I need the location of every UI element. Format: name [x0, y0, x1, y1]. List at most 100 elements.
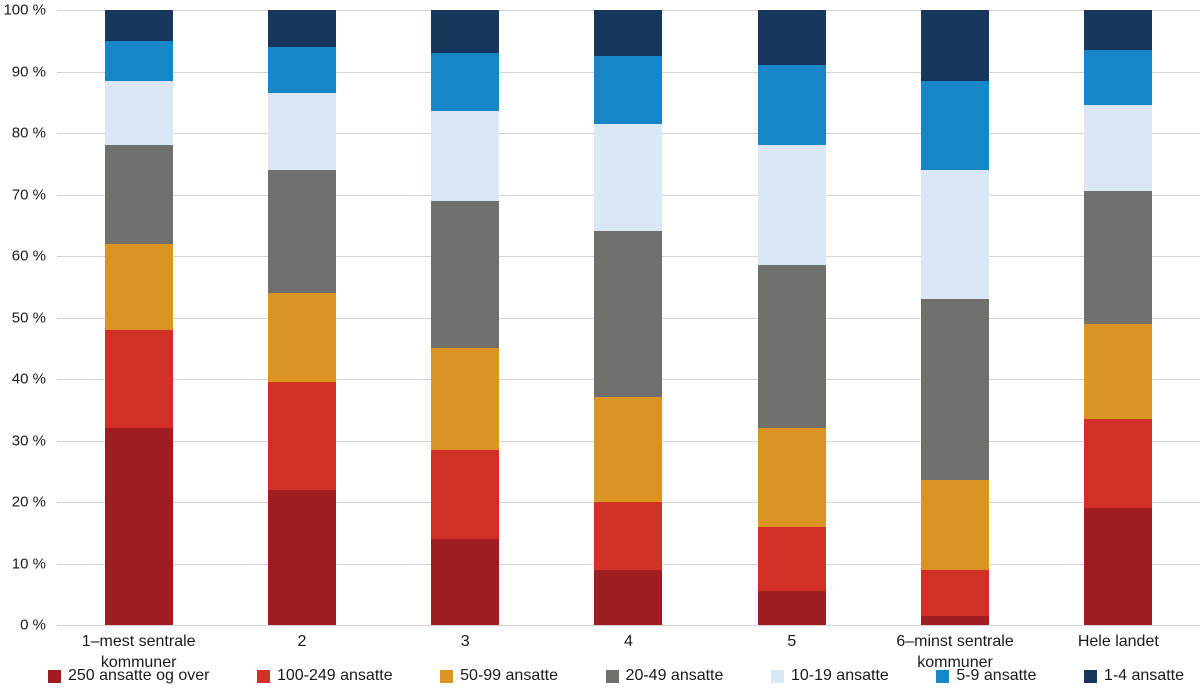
y-axis-tick-label: 80 %	[11, 124, 46, 142]
legend-label: 50-99 ansatte	[460, 667, 559, 684]
y-axis-tick-label: 100 %	[3, 1, 46, 19]
stacked-bar	[431, 10, 500, 625]
bar-segment	[267, 46, 336, 94]
bar-cell	[710, 10, 873, 625]
x-axis-cell: 4	[547, 632, 710, 674]
legend-item: 5-9 ansatte	[936, 667, 1036, 685]
bar-segment	[757, 428, 826, 527]
bar-segment	[594, 501, 663, 570]
y-axis-tick-label: 40 %	[11, 370, 46, 388]
stacked-bar	[921, 10, 990, 625]
legend-label: 100-249 ansatte	[276, 667, 393, 684]
legend-item: 20-49 ansatte	[605, 667, 724, 685]
bar-cell	[547, 10, 710, 625]
bar-segment	[267, 10, 336, 47]
x-axis-label: 3	[460, 633, 470, 650]
bar-segment	[1084, 508, 1153, 625]
bar-segment	[757, 145, 826, 266]
bar-segment	[921, 10, 990, 81]
legend-item: 10-19 ansatte	[770, 667, 889, 685]
bar-segment	[1084, 105, 1153, 192]
bar-segment	[1084, 49, 1153, 106]
bar-segment	[104, 428, 173, 625]
bar-segment	[921, 80, 990, 170]
x-axis-label: 5	[787, 633, 797, 650]
legend-swatch	[770, 669, 784, 683]
bar-segment	[757, 10, 826, 66]
bar-segment	[921, 615, 990, 625]
x-axis: 1–mest sentrale kommuner 2 3 4 5 6–minst sent…	[57, 632, 1200, 674]
bar-segment	[594, 123, 663, 232]
x-axis-cell: 6–minst sentrale kommuner	[873, 632, 1036, 674]
x-axis-cell: 1–mest sentrale kommuner	[57, 632, 220, 674]
bar-segment	[1084, 191, 1153, 324]
x-axis-cell: 2	[220, 632, 383, 674]
bar-segment	[104, 10, 173, 41]
bar-segment	[267, 489, 336, 625]
legend-item: 1-4 ansatte	[1083, 667, 1184, 685]
legend-label: 1-4 ansatte	[1103, 667, 1184, 684]
bar-segment	[594, 397, 663, 502]
bar-segment	[757, 526, 826, 592]
bar-cell	[873, 10, 1036, 625]
legend-item: 250 ansatte og over	[48, 667, 209, 685]
x-axis-label: Hele landet	[1077, 633, 1159, 650]
y-axis-tick-label: 70 %	[11, 186, 46, 203]
x-axis-label: 4	[624, 633, 633, 650]
bar-segment	[594, 10, 663, 57]
x-axis-label: 6–minst sentrale kommuner	[896, 633, 1014, 671]
y-axis-tick-label: 90 %	[11, 63, 46, 80]
stacked-bar	[267, 10, 336, 625]
legend-label: 20-49 ansatte	[625, 667, 724, 684]
bars-container	[57, 10, 1200, 625]
legend-swatch	[256, 669, 270, 683]
bar-segment	[267, 93, 336, 170]
legend-label: 5-9 ansatte	[956, 667, 1037, 684]
bar-segment	[431, 53, 500, 112]
bar-segment	[267, 382, 336, 490]
bar-segment	[104, 80, 173, 146]
gridline	[57, 625, 1200, 626]
bar-segment	[757, 591, 826, 625]
bar-segment	[594, 231, 663, 398]
y-axis-tick-label: 60 %	[11, 247, 46, 265]
legend-swatch	[605, 669, 619, 683]
bar-segment	[1084, 323, 1153, 419]
y-axis: 0 % 10 % 20 % 30 % 40 % 50 % 60 % 70 % 80 % 90 % 1…	[0, 2, 50, 634]
legend: 250 ansatte og over 100-249 ansatte 50-99 …	[48, 667, 1184, 685]
legend-swatch	[936, 669, 950, 683]
bar-segment	[431, 348, 500, 450]
x-axis-label: 1–mest sentrale kommuner	[81, 633, 196, 671]
y-axis-tick-label: 50 %	[11, 309, 46, 326]
bar-segment	[104, 40, 173, 81]
bar-segment	[921, 569, 990, 616]
bar-segment	[1084, 418, 1153, 509]
legend-label: 250 ansatte og over	[68, 667, 210, 684]
bar-segment	[921, 169, 990, 300]
x-axis-cell: Hele landet	[1037, 632, 1200, 674]
bar-cell	[384, 10, 547, 625]
stacked-bar	[1084, 10, 1153, 625]
bar-segment	[431, 449, 500, 539]
legend-swatch	[48, 669, 61, 683]
bar-segment	[431, 538, 500, 625]
bar-segment	[431, 200, 500, 349]
bar-segment	[921, 480, 990, 570]
x-axis-cell: 5	[710, 632, 873, 674]
bar-segment	[594, 56, 663, 124]
bar-segment	[1084, 10, 1153, 50]
y-axis-tick-label: 20 %	[11, 493, 46, 511]
y-axis-tick-label: 10 %	[11, 555, 46, 572]
legend-item: 100-249 ansatte	[256, 667, 393, 685]
stacked-bar	[594, 10, 663, 625]
y-axis-tick-label: 30 %	[11, 432, 46, 449]
bar-segment	[104, 243, 173, 330]
bar-segment	[921, 299, 990, 481]
legend-swatch	[1083, 669, 1097, 683]
bar-segment	[267, 169, 336, 293]
legend-label: 10-19 ansatte	[790, 667, 889, 684]
plot-area	[57, 10, 1200, 626]
stacked-bar	[757, 10, 826, 625]
bar-segment	[267, 292, 336, 383]
